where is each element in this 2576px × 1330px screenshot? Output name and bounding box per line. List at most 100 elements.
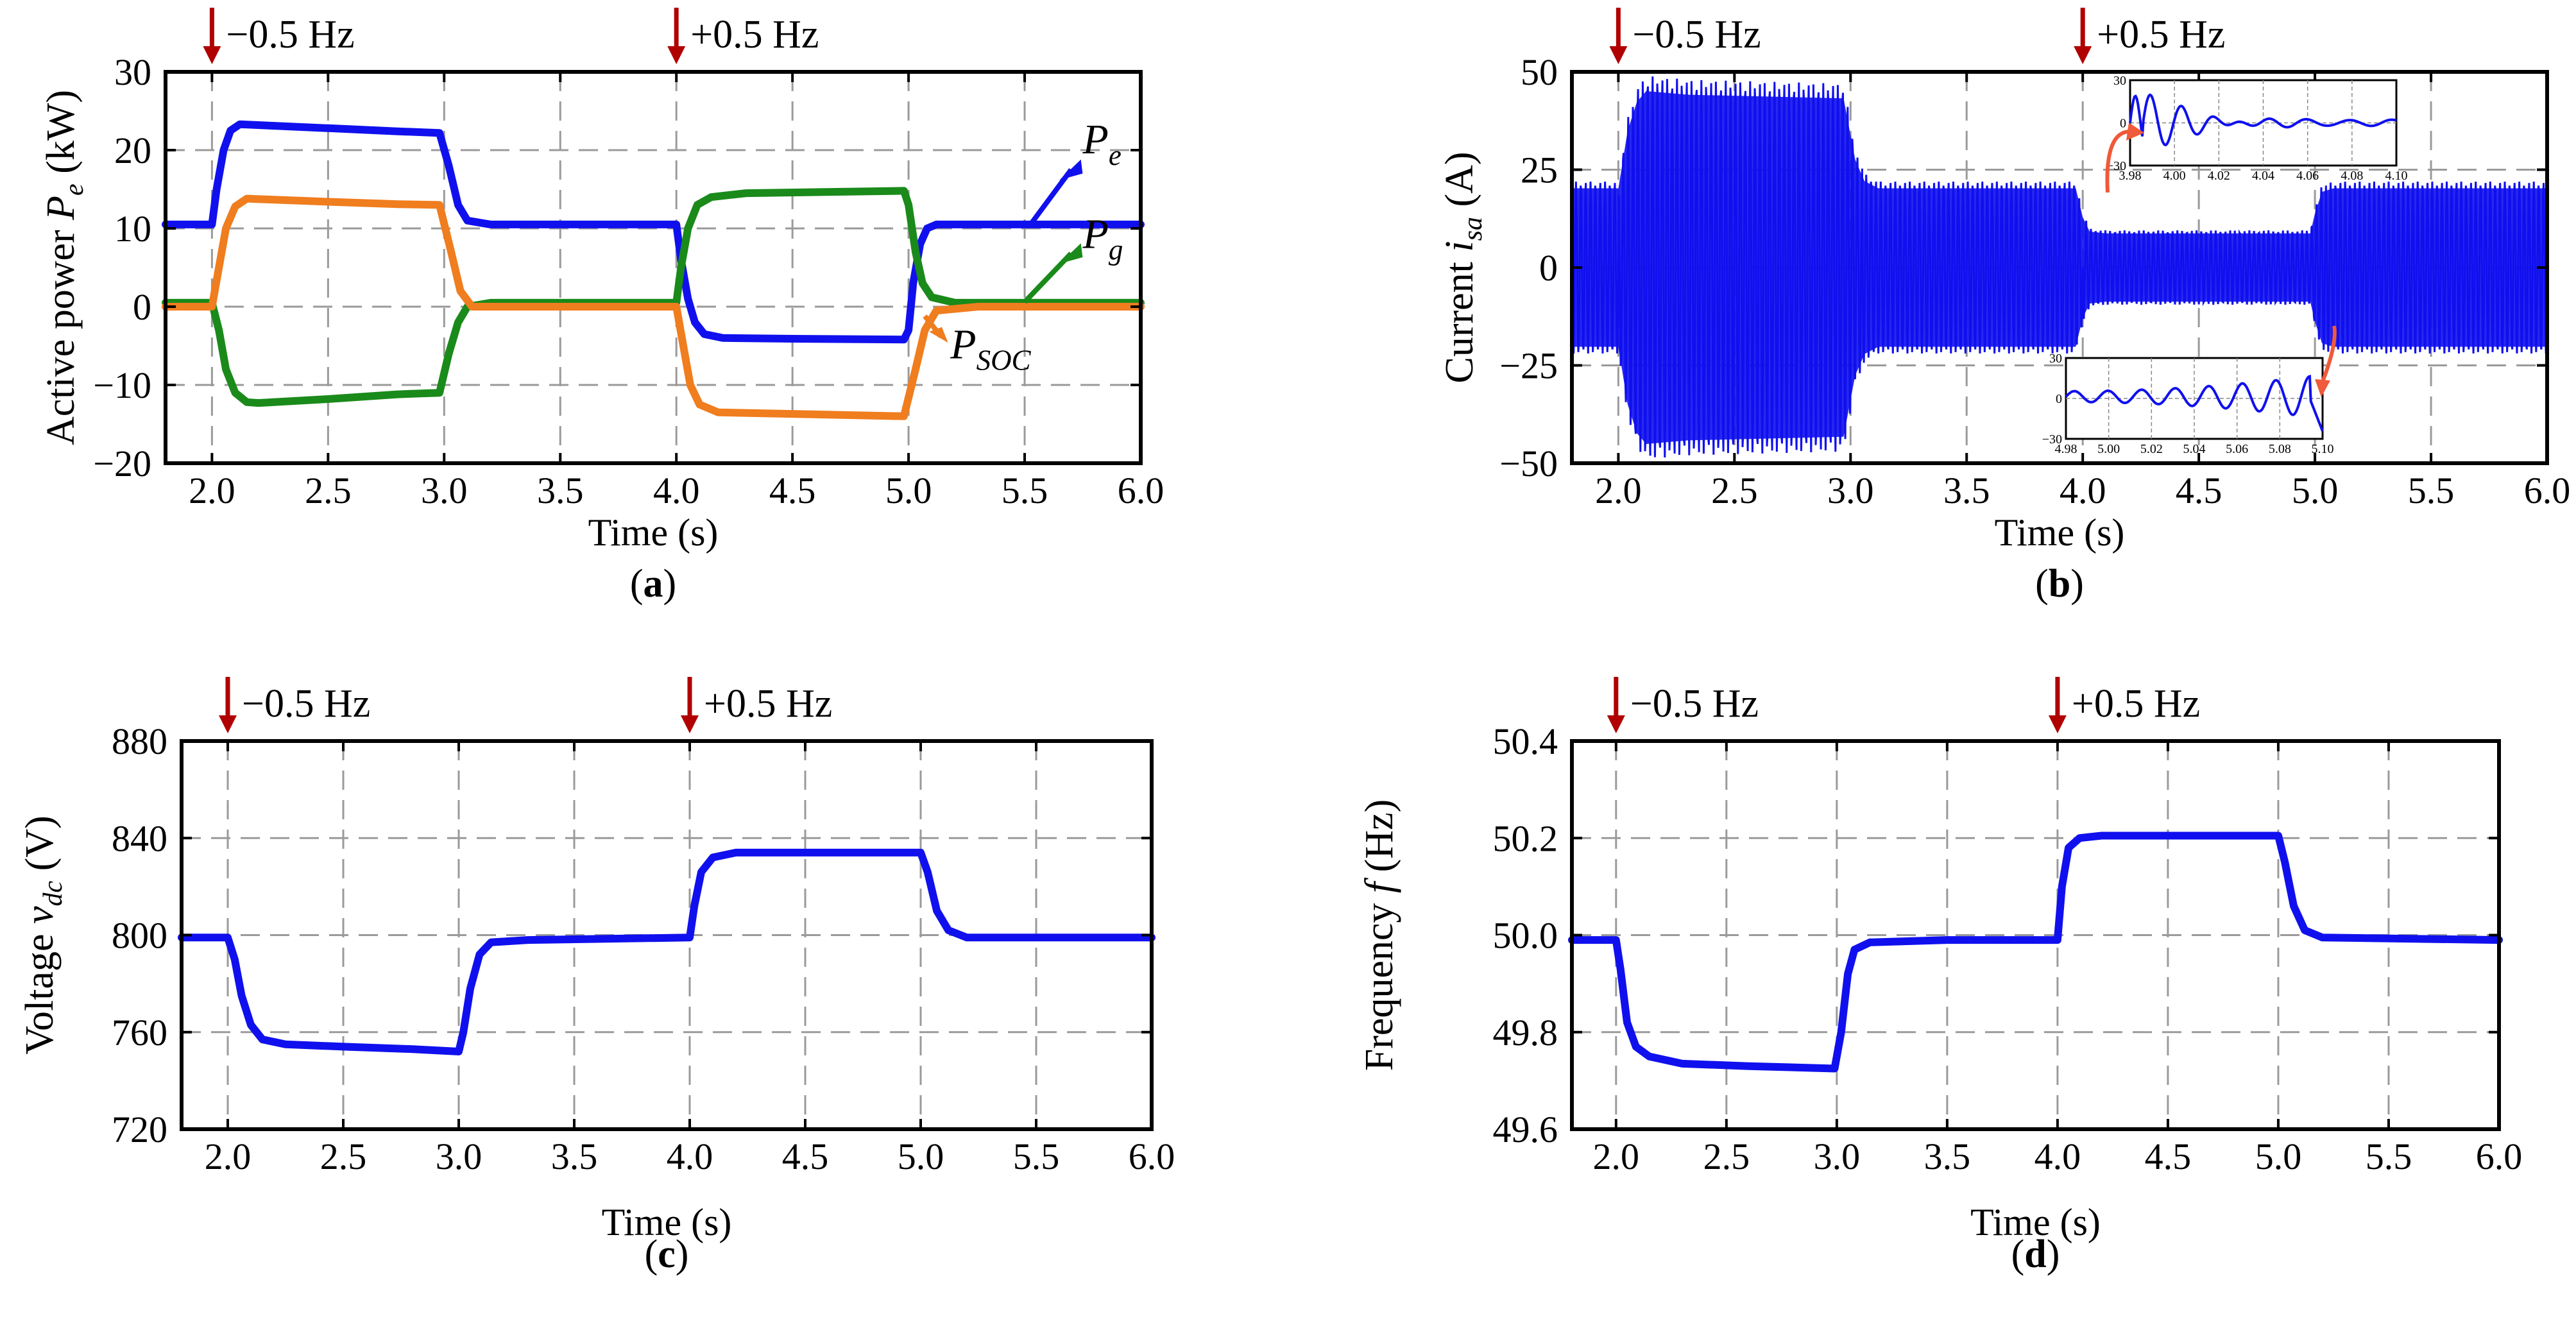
x-tick-label: 2.0	[205, 1136, 252, 1177]
y-tick-label: 880	[112, 720, 167, 762]
panel-d: 2.0 2.5 3.0 3.5 4.0 4.5 5.0 5.5 6.0 49.6 49.8 50.0 5…	[1358, 677, 2522, 1276]
x-tick-label: 5.0	[2292, 470, 2339, 511]
zoom-arrow-head	[2126, 123, 2144, 141]
event-arrow-head	[2048, 715, 2067, 733]
x-tick-label: 4.5	[2176, 470, 2222, 511]
x-tick-label: 5.5	[1002, 470, 1048, 511]
zoom-inset-2: 4.98 5.00 5.02 5.04 5.06 5.08 5.10 30 0 −30	[2042, 325, 2337, 456]
panel-label: (c)	[645, 1232, 689, 1276]
pg-pointer-head	[1059, 243, 1083, 264]
y-tick-label: 50.0	[1493, 915, 1558, 957]
event-label: +0.5 Hz	[704, 682, 832, 726]
x-axis-label: Time (s)	[602, 1201, 732, 1243]
inset-waveform	[2065, 375, 2324, 432]
y-tick-label: 49.8	[1493, 1012, 1558, 1053]
x-tick-label: 3.5	[551, 1136, 598, 1177]
event-label: −0.5 Hz	[1630, 682, 1759, 726]
y-tick-label: 49.6	[1493, 1109, 1558, 1150]
pe-pointer-head	[1059, 159, 1083, 180]
x-axis-label: Time (s)	[588, 511, 719, 554]
inset-x-tick-label: 4.04	[2252, 169, 2274, 183]
x-tick-label: 6.0	[2476, 1136, 2523, 1177]
current-envelope	[1572, 91, 2547, 444]
x-tick-label: 5.0	[2255, 1136, 2302, 1177]
y-axis-label-text: Active power Pe (kW)	[39, 90, 89, 445]
panel-label: (b)	[2035, 562, 2084, 606]
x-tick-label: 4.0	[667, 1136, 713, 1177]
x-tick-label: 2.0	[1593, 1136, 1640, 1177]
x-tick-label: 3.5	[1924, 1136, 1971, 1177]
y-tick-label: 50.2	[1493, 817, 1558, 859]
x-tick-label: 2.5	[305, 470, 352, 511]
panel-label: (d)	[2011, 1232, 2060, 1276]
event-label: +0.5 Hz	[2072, 682, 2200, 726]
y-axis-label: Active power Pe (kW)	[39, 90, 89, 445]
x-tick-label: 3.5	[1943, 470, 1990, 511]
y-tick-label: 0	[1539, 247, 1558, 289]
y-tick-label: 50	[1521, 51, 1558, 93]
inset-x-tick-label: 3.98	[2119, 169, 2142, 183]
x-tick-label: 4.0	[653, 470, 700, 511]
inset-x-tick-label: 4.08	[2341, 169, 2363, 183]
zoom-arrow	[2321, 325, 2337, 383]
event-label: −0.5 Hz	[242, 682, 370, 726]
y-axis-label-text: Voltage vdc (V)	[18, 815, 68, 1055]
x-tick-label: 3.0	[1827, 470, 1874, 511]
x-axis-label: Time (s)	[1970, 1201, 2101, 1243]
x-tick-label: 5.5	[2408, 470, 2455, 511]
y-tick-label: −25	[1499, 345, 1558, 387]
x-tick-label: 2.5	[320, 1136, 367, 1177]
y-axis-label: Current isa (A)	[1438, 151, 1488, 383]
event-label: +0.5 Hz	[690, 13, 819, 56]
y-tick-label: −50	[1499, 443, 1558, 484]
y-tick-label: 760	[112, 1012, 167, 1053]
x-tick-label: 6.0	[1129, 1136, 1175, 1177]
x-tick-label: 6.0	[2524, 470, 2571, 511]
event-arrow-head	[1607, 715, 1625, 733]
x-tick-label: 4.5	[782, 1136, 829, 1177]
event-label: −0.5 Hz	[226, 13, 354, 56]
y-axis-label-text: Frequency f (Hz)	[1358, 799, 1401, 1071]
inset-y-tick-label: 0	[2120, 117, 2126, 131]
y-tick-label: 30	[114, 51, 151, 93]
series-label-psoc: PSOC	[950, 321, 1031, 377]
x-tick-label: 5.5	[1013, 1136, 1060, 1177]
x-tick-label: 2.0	[189, 470, 235, 511]
event-label: +0.5 Hz	[2097, 13, 2225, 56]
inset-y-tick-label: −30	[2106, 159, 2126, 173]
inset-y-tick-label: −30	[2042, 432, 2062, 447]
inset-waveform	[2129, 93, 2397, 147]
y-tick-label: 840	[112, 817, 167, 859]
y-tick-label: −20	[93, 443, 151, 484]
series-line-v-dc	[178, 848, 1156, 1055]
inset-x-tick-label: 5.04	[2183, 442, 2206, 456]
event-arrow-head	[203, 46, 221, 64]
event-label: −0.5 Hz	[1632, 13, 1761, 56]
x-tick-label: 2.5	[1703, 1136, 1750, 1177]
series-line-p-soc	[162, 194, 1145, 420]
y-tick-label: 0	[133, 286, 151, 328]
x-tick-label: 6.0	[1118, 470, 1164, 511]
inset-x-tick-label: 4.98	[2055, 442, 2077, 456]
inset-x-tick-label: 4.06	[2296, 169, 2319, 183]
x-tick-label: 4.5	[769, 470, 816, 511]
inset-x-tick-label: 5.02	[2140, 442, 2163, 456]
y-axis-label: Frequency f (Hz)	[1358, 799, 1401, 1071]
y-tick-label: 20	[114, 130, 151, 171]
x-tick-label: 4.5	[2145, 1136, 2192, 1177]
zoom-arrow-head	[2315, 379, 2330, 397]
zoom-arrow	[2105, 130, 2131, 193]
series-line-f	[1568, 831, 2503, 1073]
inset-x-tick-label: 4.02	[2208, 169, 2230, 183]
panel-b: 2.0 2.5 3.0 3.5 4.0 4.5 5.0 5.5 6.0 −50 −25 0 25 50 Ti…	[1438, 8, 2570, 606]
plot-frame	[164, 70, 1143, 465]
inset-x-tick-label: 4.10	[2385, 169, 2408, 183]
series-label-pg: Pg	[1082, 211, 1123, 266]
x-tick-label: 3.0	[436, 1136, 482, 1177]
y-tick-label: −10	[93, 364, 151, 406]
series-line-p-g	[162, 187, 1145, 407]
x-tick-label: 5.0	[885, 470, 932, 511]
event-arrow-head	[219, 715, 237, 733]
x-tick-label: 3.0	[421, 470, 468, 511]
